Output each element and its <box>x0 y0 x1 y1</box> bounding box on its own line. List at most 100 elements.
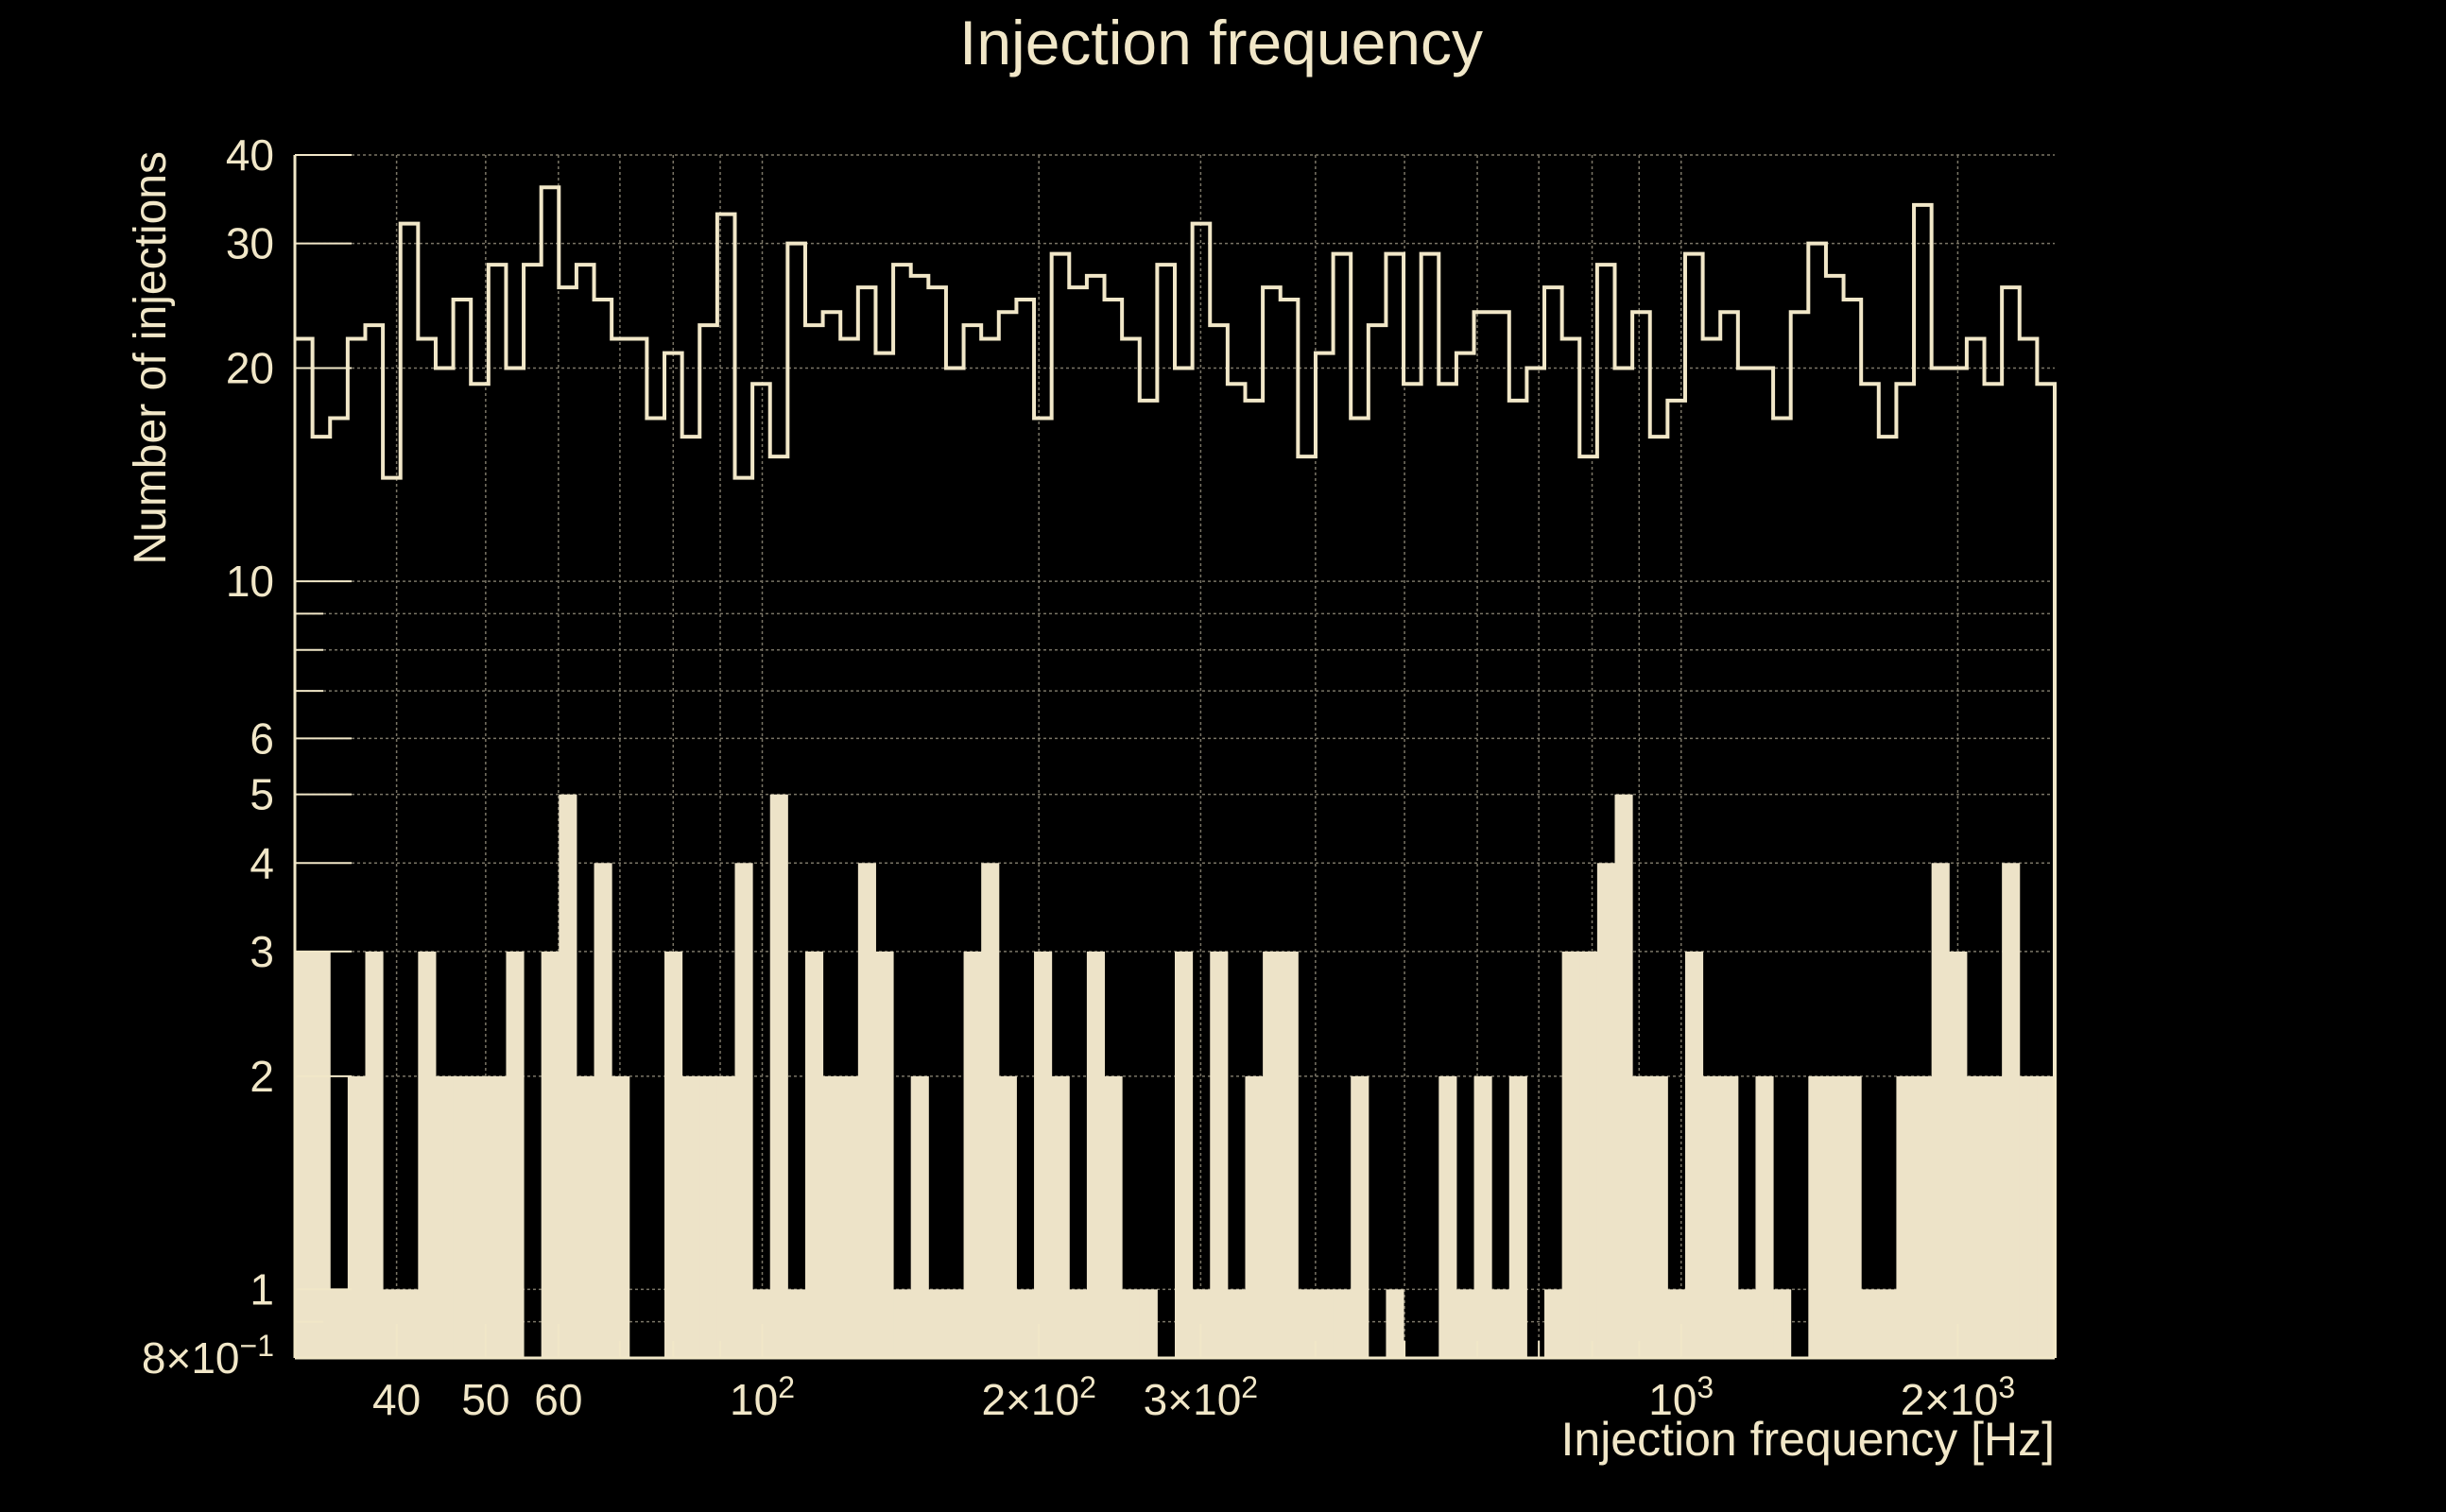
histogram-bar <box>559 794 577 1358</box>
x-tick-label: 102 <box>730 1370 795 1424</box>
histogram-bar <box>910 1075 929 1358</box>
histogram-bar <box>1755 1075 1774 1358</box>
histogram-bar <box>875 951 894 1358</box>
histogram-bar <box>1561 951 1580 1358</box>
histogram-bar <box>1596 863 1615 1358</box>
histogram-bar <box>612 1075 630 1358</box>
histogram-bar <box>1808 1075 1827 1358</box>
y-tick-label: 4 <box>250 838 274 887</box>
x-tick-label: 3×102 <box>1144 1370 1258 1424</box>
y-tick-label: 1 <box>250 1264 274 1314</box>
y-tick-label: 6 <box>250 713 274 763</box>
histogram-bar <box>1544 1289 1563 1358</box>
x-tick-label: 103 <box>1648 1370 1714 1424</box>
histogram-bar <box>2019 1075 2038 1358</box>
histogram-bar <box>1333 1289 1352 1358</box>
histogram-bar <box>1351 1075 1369 1358</box>
histogram-bar <box>1386 1289 1404 1358</box>
histogram-bar <box>1984 1075 2003 1358</box>
histogram-bar <box>857 863 876 1358</box>
histogram-bar <box>1579 951 1598 1358</box>
histogram-bar <box>998 1075 1017 1358</box>
y-tick-label: 3 <box>250 927 274 976</box>
x-tick-label: 2×102 <box>981 1370 1095 1424</box>
histogram-bar <box>734 863 753 1358</box>
histogram-bar <box>699 1075 718 1358</box>
histogram-bar <box>453 1075 472 1358</box>
histogram-bar <box>1227 1289 1246 1358</box>
histogram-bar <box>365 951 384 1358</box>
y-tick-label: 40 <box>226 130 274 180</box>
histogram-bar <box>945 1289 965 1358</box>
histogram-bar <box>435 1075 455 1358</box>
histogram-bar <box>1773 1289 1792 1358</box>
x-tick-label: 40 <box>372 1375 421 1424</box>
histogram-bar <box>488 1075 507 1358</box>
histogram-bar <box>1491 1289 1510 1358</box>
histogram-bar <box>1878 1289 1897 1358</box>
histogram-bar <box>1720 1075 1739 1358</box>
histogram-bar <box>1016 1289 1035 1358</box>
histogram-bar <box>1702 1075 1721 1358</box>
histogram-bar <box>1896 1075 1915 1358</box>
histogram-bar <box>769 794 788 1358</box>
histogram-bar <box>1210 951 1229 1358</box>
x-tick-label: 2×103 <box>1901 1370 2015 1424</box>
histogram-bar <box>1649 1075 1668 1358</box>
histogram-bar <box>1104 1075 1123 1358</box>
histogram-bar <box>1473 1075 1492 1358</box>
histogram-bar <box>1192 1289 1211 1358</box>
filled-histogram-series <box>295 794 2056 1358</box>
y-tick-label: 30 <box>226 219 274 268</box>
axis-tick-labels: 40 50 60 102 2×102 3×102 103 2×103 8×10−1 1 2 3 4 5 6 1… <box>142 130 2015 1424</box>
histogram-bar <box>400 1289 419 1358</box>
histogram-bar <box>1034 951 1053 1358</box>
histogram-bar <box>347 1075 366 1358</box>
histogram-bar <box>383 1289 402 1358</box>
histogram-bar <box>471 1075 490 1358</box>
y-tick-label: 10 <box>226 557 274 606</box>
histogram-bar <box>752 1289 771 1358</box>
histogram-bar <box>1122 1289 1141 1358</box>
histogram-bar <box>1051 1075 1070 1358</box>
histogram-bar <box>1931 863 1950 1358</box>
y-axis-label: Number of injections <box>126 151 176 565</box>
histogram-bar <box>963 951 982 1358</box>
histogram-bar <box>1456 1289 1475 1358</box>
histogram-bar <box>1966 1075 1986 1358</box>
histogram-bar <box>1614 794 1633 1358</box>
histogram-bar <box>2002 863 2021 1358</box>
histogram-bar <box>1298 1289 1317 1358</box>
histogram-bar <box>1632 1075 1651 1358</box>
histogram-bar <box>822 1075 841 1358</box>
histogram-bar <box>1684 951 1704 1358</box>
histogram-bar <box>1069 1289 1088 1358</box>
histogram-bar <box>804 951 824 1358</box>
histogram-bar <box>1949 951 1968 1358</box>
histogram-bar <box>295 951 314 1358</box>
histogram-bar <box>594 863 612 1358</box>
histogram-bar <box>418 951 437 1358</box>
histogram-bar <box>787 1289 806 1358</box>
histogram-bar <box>1438 1075 1457 1358</box>
histogram-bar <box>893 1289 912 1358</box>
chart-title: Injection frequency <box>959 8 1483 77</box>
histogram-bar <box>1914 1075 1933 1358</box>
histogram-bar <box>1245 1075 1264 1358</box>
histogram-bar <box>1861 1289 1880 1358</box>
histogram-bar <box>2037 1075 2056 1358</box>
step-histogram-series <box>295 185 2057 1358</box>
y-tick-label: 8×10−1 <box>142 1329 274 1383</box>
histogram-bar <box>1508 1075 1527 1358</box>
y-tick-label: 20 <box>226 344 274 393</box>
histogram-bar <box>1280 951 1299 1358</box>
histogram-bar <box>681 1075 700 1358</box>
histogram-bar <box>1737 1289 1756 1358</box>
x-tick-label: 50 <box>461 1375 509 1424</box>
histogram-bar <box>1139 1289 1158 1358</box>
histogram-bar <box>981 863 1000 1358</box>
histogram-bar <box>716 1075 735 1358</box>
histogram-bar <box>506 951 525 1358</box>
axis-ticks <box>295 154 1959 1359</box>
